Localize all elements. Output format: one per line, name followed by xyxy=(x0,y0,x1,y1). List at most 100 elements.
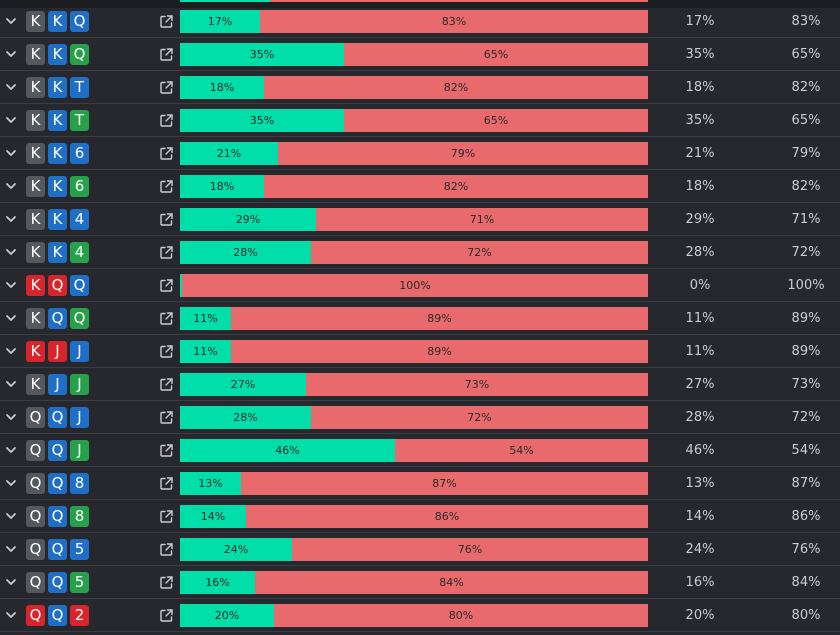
frequency-bar-left-fill xyxy=(180,43,344,66)
action-1-percentage: 24% xyxy=(685,542,715,557)
frequency-bar-right-label: 89% xyxy=(427,312,452,325)
hand-row[interactable]: Q Q 5 24% 76% 24% 76% xyxy=(0,533,840,566)
external-link-icon[interactable] xyxy=(159,245,174,260)
external-link-icon[interactable] xyxy=(159,47,174,62)
frequency-bar: 20% 80% xyxy=(180,604,648,627)
chevron-down-icon[interactable] xyxy=(4,14,18,28)
frequency-bar: 18% 82% xyxy=(180,175,648,198)
external-link-icon[interactable] xyxy=(159,344,174,359)
hand-row[interactable]: K K Q 35% 65% 35% 65% xyxy=(0,38,840,71)
frequency-bar-right-label: 76% xyxy=(457,543,483,556)
hand-row[interactable]: Q Q 2 20% 80% 20% 80% xyxy=(0,599,840,632)
hand-row[interactable]: Q Q J 28% 72% 28% 72% xyxy=(0,401,840,434)
external-link-icon[interactable] xyxy=(159,80,174,95)
external-link-icon[interactable] xyxy=(159,113,174,128)
chevron-down-icon[interactable] xyxy=(4,377,18,391)
row-divider xyxy=(0,400,840,401)
chevron-down-icon[interactable] xyxy=(4,80,18,94)
external-link-icon[interactable] xyxy=(159,14,174,29)
chevron-down-icon[interactable] xyxy=(4,575,18,589)
external-link-icon[interactable] xyxy=(159,410,174,425)
chevron-down-icon[interactable] xyxy=(4,179,18,193)
hand-row[interactable]: K K T 35% 65% 35% 65% xyxy=(0,104,840,137)
row-divider xyxy=(0,499,840,500)
action-1-percentage: 46% xyxy=(685,443,715,458)
hand-row[interactable]: Q Q 8 14% 86% 14% 86% xyxy=(0,500,840,533)
frequency-bar-right-label: 82% xyxy=(443,180,469,193)
external-link-icon[interactable] xyxy=(159,146,174,161)
action-2-percentage: 65% xyxy=(791,47,821,62)
frequency-bar: 46% 54% xyxy=(180,439,648,462)
hand-row[interactable]: Q Q 8 13% 87% 13% 87% xyxy=(0,467,840,500)
chevron-down-icon[interactable] xyxy=(4,146,18,160)
hand-row[interactable]: K J J 11% 89% 11% 89% xyxy=(0,335,840,368)
hand-row[interactable]: K J J 27% 73% 27% 73% xyxy=(0,368,840,401)
external-link-icon[interactable] xyxy=(159,179,174,194)
chevron-down-icon[interactable] xyxy=(4,47,18,61)
chevron-down-icon[interactable] xyxy=(4,245,18,259)
frequency-bar: 11% 89% xyxy=(180,340,648,363)
chevron-down-icon[interactable] xyxy=(4,311,18,325)
row-divider xyxy=(0,268,840,269)
chevron-down-icon[interactable] xyxy=(4,212,18,226)
frequency-bar-left-label: 17% xyxy=(207,15,233,28)
row-divider xyxy=(0,235,840,236)
external-link-icon[interactable] xyxy=(159,311,174,326)
hand-row[interactable]: K K 6 18% 82% 18% 82% xyxy=(0,170,840,203)
external-link-icon[interactable] xyxy=(159,476,174,491)
external-link-icon[interactable] xyxy=(159,212,174,227)
frequency-bar-left-fill xyxy=(180,373,306,396)
hand-row[interactable]: K Q Q 100% 0% 100% xyxy=(0,269,840,302)
external-link-icon[interactable] xyxy=(159,278,174,293)
chevron-down-icon[interactable] xyxy=(4,476,18,490)
hand-row[interactable]: K Q Q 11% 89% 11% 89% xyxy=(0,302,840,335)
frequency-bar-right-label: 65% xyxy=(483,114,509,127)
frequency-bar-left-label: 16% xyxy=(205,576,230,589)
action-1-percentage: 28% xyxy=(685,410,715,425)
hand-row[interactable]: K K T 18% 82% 18% 82% xyxy=(0,71,840,104)
action-2-percentage: 82% xyxy=(791,179,821,194)
external-link-icon[interactable] xyxy=(159,542,174,557)
row-divider xyxy=(0,565,840,566)
card-gray: K xyxy=(26,374,45,395)
action-1-percentage: 21% xyxy=(685,146,715,161)
hand-row[interactable]: Q Q J 46% 54% 46% 54% xyxy=(0,434,840,467)
hand-row[interactable]: Q Q 5 16% 84% 16% 84% xyxy=(0,566,840,599)
hand-row[interactable]: K K 4 28% 72% 28% 72% xyxy=(0,236,840,269)
chevron-down-icon[interactable] xyxy=(4,509,18,523)
frequency-bar-left-label: 28% xyxy=(233,246,258,259)
frequency-bar-right-label: 72% xyxy=(467,246,492,259)
card-green: Q xyxy=(70,44,89,65)
previous-row-right-fill xyxy=(270,0,648,2)
external-link-icon[interactable] xyxy=(159,377,174,392)
frequency-bar: 11% 89% xyxy=(180,307,648,330)
card-gray: K xyxy=(26,44,45,65)
frequency-bar-left-fill xyxy=(180,538,292,561)
external-link-icon[interactable] xyxy=(159,575,174,590)
frequency-bar-left-label: 29% xyxy=(235,213,261,226)
chevron-down-icon[interactable] xyxy=(4,410,18,424)
previous-row-remnant xyxy=(0,0,840,8)
card-gray: Q xyxy=(26,506,45,527)
hand-row[interactable]: K K 4 29% 71% 29% 71% xyxy=(0,203,840,236)
frequency-bar-right-label: 87% xyxy=(432,477,457,490)
chevron-down-icon[interactable] xyxy=(4,443,18,457)
external-link-icon[interactable] xyxy=(159,509,174,524)
row-divider xyxy=(0,532,840,533)
frequency-bar: 28% 72% xyxy=(180,241,648,264)
chevron-down-icon[interactable] xyxy=(4,278,18,292)
chevron-down-icon[interactable] xyxy=(4,542,18,556)
external-link-icon[interactable] xyxy=(159,608,174,623)
external-link-icon[interactable] xyxy=(159,443,174,458)
chevron-down-icon[interactable] xyxy=(4,113,18,127)
card-green: 4 xyxy=(70,242,89,263)
frequency-bar-right-label: 72% xyxy=(467,411,492,424)
hand-row[interactable]: K K 6 21% 79% 21% 79% xyxy=(0,137,840,170)
frequency-bar-left-fill xyxy=(180,439,395,462)
chevron-down-icon[interactable] xyxy=(4,608,18,622)
chevron-down-icon[interactable] xyxy=(4,344,18,358)
hand-row[interactable]: K K Q 17% 83% 17% 83% xyxy=(0,5,840,38)
frequency-bar-left-fill xyxy=(180,604,274,627)
card-red: Q xyxy=(48,275,67,296)
card-blue: K xyxy=(48,143,67,164)
